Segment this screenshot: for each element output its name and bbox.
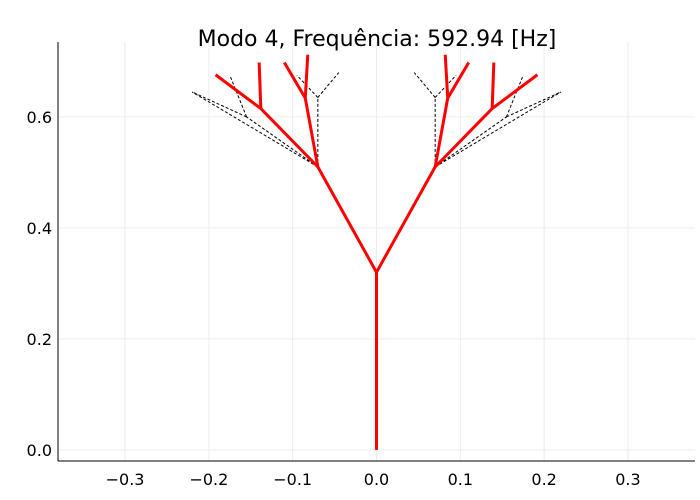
mode-shape-segment: [316, 166, 378, 274]
y-tick-label: 0.6: [27, 108, 52, 127]
x-tick-label: −0.1: [273, 470, 312, 489]
x-tick-label: 0.0: [364, 470, 389, 489]
mode-shape-segment: [214, 73, 262, 110]
undeformed-segment: [317, 72, 340, 98]
x-tick-label: −0.3: [106, 470, 145, 489]
tick-labels: −0.3 −0.2 −0.1 0.0 0.1 0.2 0.3 0.0 0.2 0.4 0.6: [27, 108, 641, 489]
plot-area: [191, 54, 562, 450]
undeformed-segment: [434, 91, 562, 168]
x-tick-label: 0.2: [531, 470, 556, 489]
undeformed-segment: [413, 72, 436, 98]
y-tick-label: 0.0: [27, 441, 52, 460]
mode-shape-segment: [283, 61, 307, 99]
y-tick-label: 0.2: [27, 330, 52, 349]
mode-shape-segment: [303, 54, 310, 99]
mode-shape-segment: [434, 107, 494, 168]
undeformed-segment: [246, 116, 319, 168]
x-tick-label: 0.1: [448, 470, 473, 489]
axes: [57, 42, 695, 462]
mode-shape-segment: [490, 62, 496, 109]
x-tick-label: −0.2: [189, 470, 228, 489]
mode-shape-segment: [259, 107, 319, 168]
undeformed-segment: [229, 75, 248, 118]
chart-title: Modo 4, Frequência: 592.94 [Hz]: [198, 27, 557, 52]
mode-shape-segment: [491, 73, 539, 110]
undeformed-segment: [505, 75, 524, 118]
undeformed-segment: [191, 91, 319, 168]
x-tick-label: 0.3: [615, 470, 640, 489]
mode-shape-segment: [443, 54, 450, 99]
y-tick-label: 0.4: [27, 219, 52, 238]
mode-shape-segment: [303, 97, 320, 168]
mode-shape-segment: [446, 61, 470, 99]
undeformed-segment: [434, 116, 507, 168]
mode-shape-segment: [433, 97, 450, 168]
mode-shape-segment: [375, 166, 437, 274]
mode-shape-segment: [257, 62, 263, 109]
